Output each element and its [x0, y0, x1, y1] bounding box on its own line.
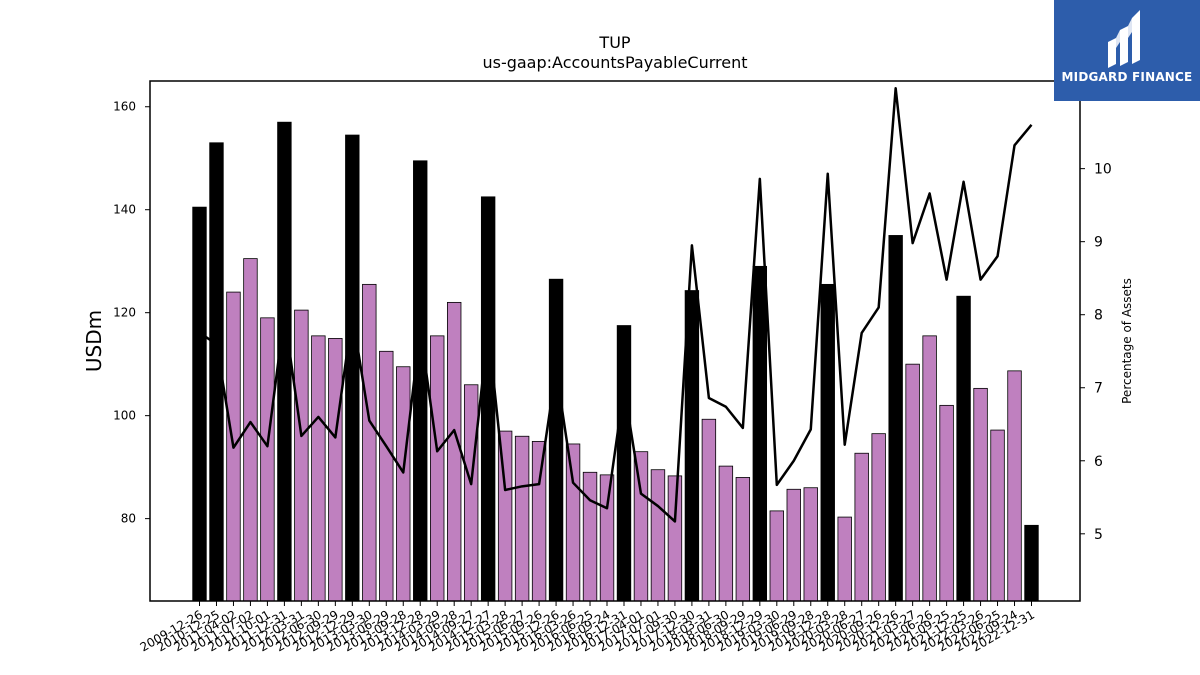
bar-2014-06-28	[446, 301, 462, 602]
bar-2011-10-01	[260, 317, 275, 602]
bar-2018-12-29	[752, 265, 768, 602]
bar-2017-07-01	[650, 469, 666, 602]
midgard-finance-logo: MIDGARD FINANCE	[1054, 0, 1200, 101]
bar-2018-06-30	[718, 465, 734, 602]
bar-2020-06-27	[854, 452, 869, 602]
y2-tick-label: 6	[1094, 454, 1103, 470]
bar-2015-09-26	[531, 440, 547, 602]
bar-2014-03-29	[430, 335, 445, 602]
bar-2013-09-28	[396, 366, 411, 602]
bar-2016-09-24	[599, 474, 615, 602]
bar-2014-12-27	[480, 196, 496, 602]
bar-2014-09-27	[463, 384, 479, 602]
midgard-logo-icon	[1108, 10, 1140, 68]
bar-2017-04-01	[633, 451, 649, 602]
y-axis-left: 80 100 120 140 160	[113, 100, 150, 526]
bar-2020-12-26	[888, 235, 903, 602]
y-tick-label: 160	[113, 100, 136, 114]
bar-2015-06-27	[514, 435, 530, 602]
bar-2016-06-25	[582, 471, 598, 602]
y2-tick-label: 8	[1094, 308, 1103, 324]
bar-2022-03-26	[973, 387, 988, 602]
bar-2012-06-30	[311, 335, 326, 602]
bar-2018-03-31	[701, 418, 717, 602]
bar-2021-06-26	[922, 335, 937, 602]
bar-2012-03-31	[294, 309, 309, 602]
bar-2022-09-24	[1007, 370, 1022, 602]
y-tick-label: 100	[113, 409, 136, 423]
y-tick-label: 80	[121, 512, 136, 526]
bar-2012-09-29	[328, 338, 343, 602]
bar-2013-12-28	[413, 160, 428, 602]
line-group	[198, 87, 1033, 523]
bar-2019-12-28	[820, 283, 835, 602]
bar-2016-03-26	[565, 443, 581, 602]
bar-2018-09-29	[735, 477, 751, 602]
y2-axis-label: Percentage of Assets	[1120, 278, 1134, 404]
y-tick-label: 120	[113, 306, 136, 320]
logo-text: MIDGARD FINANCE	[1061, 70, 1193, 84]
y-tick-label: 140	[113, 203, 136, 217]
chart-subtitle: us-gaap:AccountsPayableCurrent	[482, 53, 747, 72]
y-axis-right: 567891011	[1080, 89, 1112, 543]
bar-2009-12-26	[192, 206, 207, 602]
bar-2021-12-25	[956, 295, 971, 602]
x-axis: 2009-12-262010-12-252011-04-022011-07-02…	[138, 601, 1037, 654]
bar-2015-12-26	[548, 278, 564, 602]
bar-2013-06-29	[379, 350, 394, 602]
y2-tick-label: 7	[1094, 381, 1103, 397]
bar-2019-03-30	[769, 510, 784, 602]
bar-2016-12-31	[616, 325, 632, 602]
bar-2017-09-30	[667, 475, 683, 602]
y2-tick-label: 5	[1094, 527, 1103, 543]
bar-2020-09-26	[871, 433, 886, 602]
y-axis-label: USDm	[82, 310, 106, 372]
bar-2012-12-29	[345, 134, 360, 602]
bar-2011-12-31	[277, 121, 292, 602]
bar-2013-03-30	[362, 283, 377, 602]
bars-group	[192, 121, 1039, 602]
bar-2021-09-25	[939, 404, 954, 602]
y2-tick-label: 10	[1094, 162, 1112, 178]
percentage-line	[198, 87, 1033, 523]
plot-frame	[149, 80, 1081, 602]
bar-2022-12-31	[1024, 524, 1039, 602]
bar-2019-06-29	[786, 488, 801, 602]
chart-title: TUP	[598, 33, 630, 52]
bar-2020-03-28	[837, 516, 852, 602]
bar-2021-03-27	[905, 363, 920, 602]
bar-2022-06-25	[990, 429, 1005, 602]
bar-2019-09-28	[803, 487, 818, 602]
y2-tick-label: 9	[1094, 235, 1103, 251]
